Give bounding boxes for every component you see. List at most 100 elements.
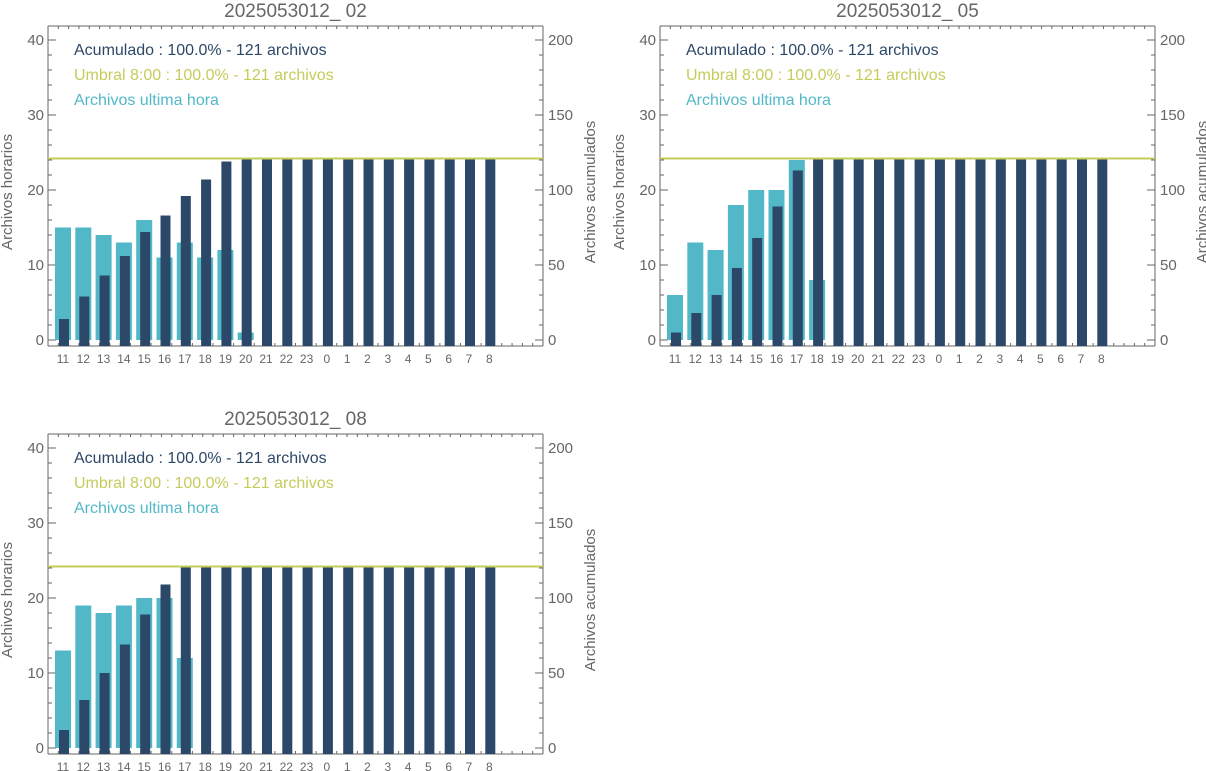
x-tick-label: 19: [831, 352, 845, 366]
legend-entry: Acumulado : 100.0% - 121 archivos: [74, 42, 327, 59]
x-tick-label: 5: [425, 760, 432, 771]
x-tick-label: 21: [259, 760, 273, 771]
y-right-tick-label: 150: [1160, 107, 1185, 124]
x-tick-label: 14: [117, 760, 131, 771]
x-tick-label: 3: [384, 760, 391, 771]
y-left-tick-label: 10: [639, 257, 656, 274]
cumulative-bar: [201, 566, 212, 754]
x-tick-label: 13: [97, 760, 111, 771]
cumulative-bar: [914, 158, 925, 346]
cumulative-bar: [282, 566, 293, 754]
y-left-tick-label: 0: [648, 332, 656, 349]
y-right-tick-label: 150: [548, 515, 573, 532]
x-tick-label: 7: [1078, 352, 1085, 366]
x-tick-label: 21: [871, 352, 885, 366]
cumulative-bar: [343, 158, 354, 346]
y-right-tick-label: 150: [548, 107, 573, 124]
x-tick-label: 14: [117, 352, 131, 366]
x-tick-label: 17: [178, 352, 192, 366]
cumulative-bar: [853, 158, 864, 346]
y-left-tick-label: 0: [36, 332, 44, 349]
hourly-bar: [667, 295, 683, 340]
cumulative-bar: [59, 730, 69, 754]
y-left-axis-label: Archivos horarios: [0, 134, 16, 250]
y-right-tick-label: 100: [548, 182, 573, 199]
cumulative-bar: [424, 158, 435, 346]
x-tick-label: 4: [405, 760, 412, 771]
x-tick-label: 13: [709, 352, 723, 366]
x-tick-label: 22: [280, 760, 294, 771]
cumulative-bar: [955, 158, 966, 346]
x-tick-label: 5: [1037, 352, 1044, 366]
x-tick-label: 4: [405, 352, 412, 366]
x-tick-label: 23: [300, 352, 314, 366]
x-tick-label: 20: [239, 352, 253, 366]
cumulative-bar: [1097, 158, 1108, 346]
y-right-tick-label: 0: [548, 740, 556, 757]
x-tick-label: 11: [57, 760, 70, 771]
cumulative-bar: [140, 614, 151, 754]
cumulative-bar: [1016, 158, 1027, 346]
cumulative-bar: [813, 158, 824, 346]
cumulative-bar: [731, 268, 742, 346]
y-right-tick-label: 200: [548, 32, 573, 49]
x-tick-label: 23: [300, 760, 314, 771]
cumulative-bar: [180, 566, 191, 754]
cumulative-bar: [934, 158, 945, 346]
x-tick-label: 13: [97, 352, 111, 366]
cumulative-bar: [241, 158, 252, 346]
x-tick-label: 2: [364, 760, 371, 771]
y-left-tick-label: 40: [27, 440, 44, 457]
cumulative-bar: [302, 566, 313, 754]
cumulative-bar: [711, 295, 722, 346]
x-tick-label: 23: [912, 352, 926, 366]
cumulative-bar: [975, 158, 986, 346]
cumulative-bar: [343, 566, 354, 754]
x-tick-label: 18: [810, 352, 824, 366]
y-right-tick-label: 200: [1160, 32, 1185, 49]
cumulative-bar: [221, 566, 232, 754]
y-left-axis-label: Archivos horarios: [0, 542, 16, 658]
y-right-tick-label: 100: [1160, 182, 1185, 199]
x-tick-label: 8: [486, 352, 493, 366]
x-tick-label: 18: [198, 352, 212, 366]
legend-entry: Umbral 8:00 : 100.0% - 121 archivos: [74, 67, 334, 84]
y-right-axis-label: Archivos acumulados: [582, 121, 599, 264]
cumulative-bar: [833, 158, 844, 346]
cumulative-bar: [160, 584, 171, 754]
cumulative-bar: [1036, 158, 1047, 346]
cumulative-bar: [59, 319, 69, 346]
x-tick-label: 1: [344, 760, 351, 771]
x-tick-label: 7: [466, 352, 473, 366]
legend-entry: Archivos ultima hora: [686, 92, 831, 109]
x-tick-label: 2: [976, 352, 983, 366]
y-left-tick-label: 40: [27, 32, 44, 49]
legend-entry: Archivos ultima hora: [74, 92, 219, 109]
cumulative-bar: [363, 566, 374, 754]
cumulative-bar: [201, 179, 212, 346]
x-tick-label: 6: [1057, 352, 1064, 366]
cumulative-bar: [160, 215, 171, 346]
x-tick-label: 19: [219, 352, 233, 366]
x-tick-label: 3: [996, 352, 1003, 366]
y-right-tick-label: 50: [1160, 257, 1177, 274]
x-tick-label: 14: [729, 352, 743, 366]
x-tick-label: 22: [280, 352, 294, 366]
x-tick-label: 16: [158, 352, 172, 366]
x-tick-label: 17: [178, 760, 192, 771]
x-tick-label: 20: [239, 760, 253, 771]
x-tick-label: 6: [445, 760, 452, 771]
x-tick-label: 15: [138, 352, 152, 366]
cumulative-bar: [465, 158, 475, 346]
x-tick-label: 8: [486, 760, 493, 771]
cumulative-bar: [140, 232, 151, 346]
y-right-tick-label: 0: [1160, 332, 1168, 349]
y-right-tick-label: 0: [548, 332, 556, 349]
cumulative-bar: [404, 158, 415, 346]
y-left-tick-label: 40: [639, 32, 656, 49]
cumulative-bar: [444, 566, 455, 754]
x-tick-label: 1: [956, 352, 963, 366]
x-tick-label: 2: [364, 352, 371, 366]
